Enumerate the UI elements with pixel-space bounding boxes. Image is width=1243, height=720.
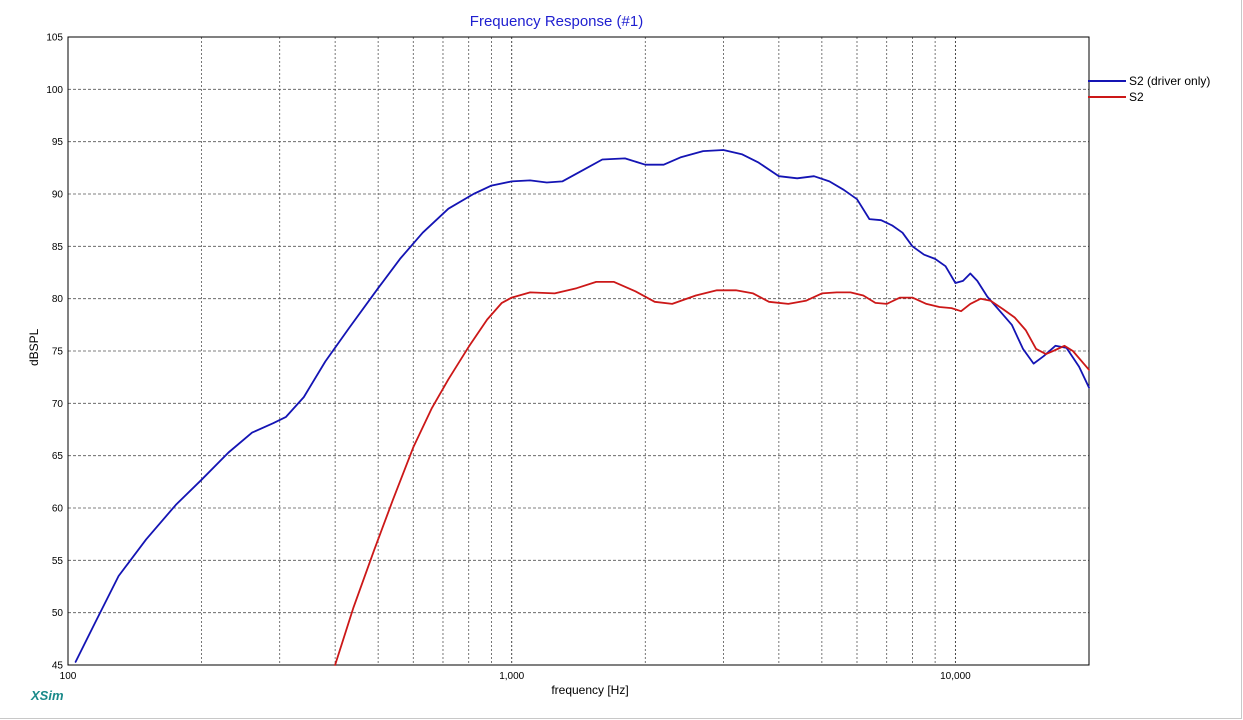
legend-label-1: S2 (driver only) — [1129, 74, 1210, 88]
x-axis-label: frequency [Hz] — [551, 683, 629, 697]
y-tick-label-100: 100 — [46, 85, 63, 96]
series-line-2 — [334, 280, 1090, 666]
series-layer — [74, 149, 1090, 666]
y-tick-label-50: 50 — [52, 608, 64, 619]
y-axis-ticks: 45 50 55 60 65 70 75 80 85 90 95 100 105 — [46, 33, 63, 672]
plot-area-border — [67, 36, 1090, 666]
y-tick-label-75: 75 — [52, 347, 64, 358]
y-tick-label-65: 65 — [52, 451, 64, 462]
y-tick-label-60: 60 — [52, 504, 64, 515]
x-tick-label-10000: 10,000 — [940, 671, 971, 682]
x-axis-ticks: 100 1,000 10,000 — [60, 671, 971, 682]
y-tick-label-90: 90 — [52, 190, 64, 201]
legend: S2 (driver only) S2 — [1088, 74, 1210, 104]
y-tick-label-95: 95 — [52, 137, 64, 148]
y-tick-label-105: 105 — [46, 33, 63, 44]
legend-label-2: S2 — [1129, 90, 1144, 104]
chart-title: Frequency Response (#1) — [469, 13, 644, 30]
y-tick-label-70: 70 — [52, 399, 64, 410]
x-tick-label-1000: 1,000 — [499, 671, 524, 682]
series-line-1 — [74, 149, 1090, 663]
y-tick-label-85: 85 — [52, 242, 64, 253]
y-tick-label-55: 55 — [52, 556, 64, 567]
xsim-logo: XSim — [31, 688, 64, 703]
y-tick-label-45: 45 — [52, 661, 64, 672]
x-tick-label-100: 100 — [60, 671, 77, 682]
y-tick-label-80: 80 — [52, 294, 64, 305]
grid — [67, 36, 1090, 666]
